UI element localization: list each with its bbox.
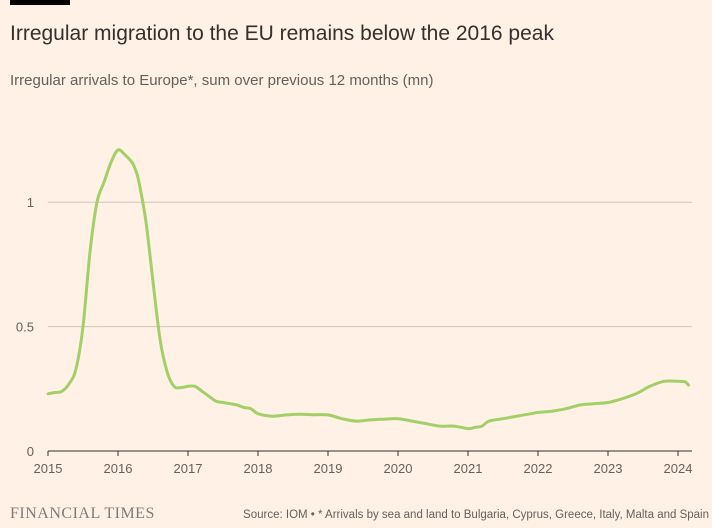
y-tick-label: 1 [27, 195, 34, 210]
x-tick-label: 2024 [664, 461, 693, 476]
x-tick-label: 2019 [314, 461, 343, 476]
x-tick-label: 2017 [174, 461, 203, 476]
x-tick-label: 2022 [524, 461, 553, 476]
x-tick-label: 2020 [384, 461, 413, 476]
x-tick-label: 2018 [244, 461, 273, 476]
x-tick-label: 2015 [34, 461, 63, 476]
x-tick-label: 2021 [454, 461, 483, 476]
ft-logo: FINANCIAL TIMES [10, 505, 155, 522]
x-tick-label: 2023 [594, 461, 623, 476]
source-note: Source: IOM • * Arrivals by sea and land… [243, 509, 709, 521]
y-tick-label: 0 [27, 444, 34, 459]
chart-subtitle: Irregular arrivals to Europe*, sum over … [10, 72, 434, 89]
chart-title: Irregular migration to the EU remains be… [10, 22, 554, 45]
x-tick-label: 2016 [104, 461, 133, 476]
y-tick-label: 0.5 [16, 320, 34, 335]
top-rule [10, 0, 70, 5]
series-line [46, 148, 690, 431]
